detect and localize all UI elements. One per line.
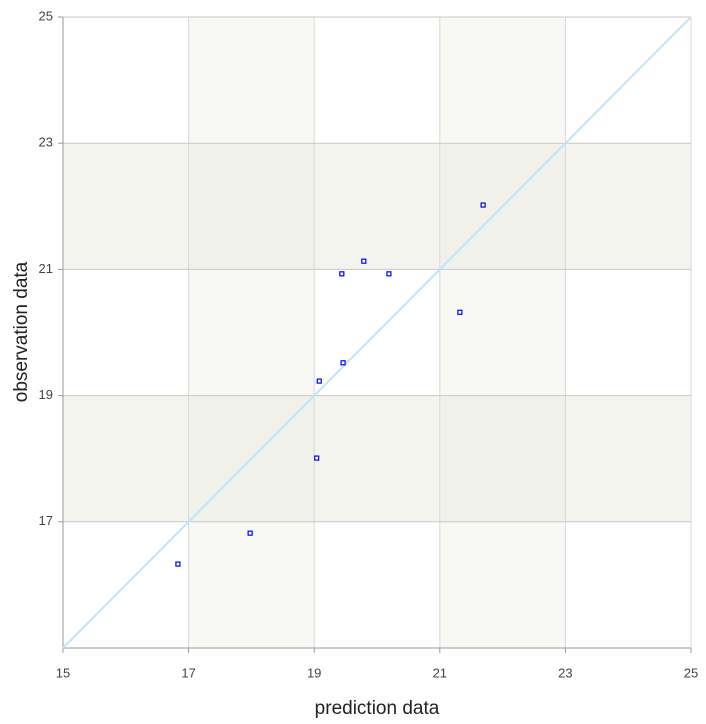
point <box>457 309 463 315</box>
point <box>361 258 367 264</box>
point <box>480 202 486 208</box>
y-tick-label: 25 <box>39 8 53 23</box>
x-axis-title: prediction data <box>315 698 440 719</box>
x-tick-label: 19 <box>307 665 321 680</box>
x-band <box>188 17 315 648</box>
x-tick-label: 15 <box>56 665 70 680</box>
y-tick-label: 17 <box>39 513 53 528</box>
y-tick-label: 19 <box>39 387 53 402</box>
x-band <box>439 17 566 648</box>
y-tick-label: 23 <box>39 135 53 150</box>
x-tick-label: 25 <box>684 665 698 680</box>
point <box>386 271 392 277</box>
point <box>340 360 346 366</box>
point <box>339 271 345 277</box>
point <box>314 455 320 461</box>
y-axis-title: observation data <box>11 261 32 402</box>
y-tick-label: 21 <box>39 261 53 276</box>
point <box>316 378 322 384</box>
point <box>247 530 253 536</box>
x-tick-label: 17 <box>181 665 195 680</box>
y-band <box>63 395 691 522</box>
identity-line <box>62 16 692 649</box>
x-tick-label: 21 <box>433 665 447 680</box>
y-band <box>63 143 691 270</box>
x-tick-label: 23 <box>558 665 572 680</box>
point <box>175 561 181 567</box>
